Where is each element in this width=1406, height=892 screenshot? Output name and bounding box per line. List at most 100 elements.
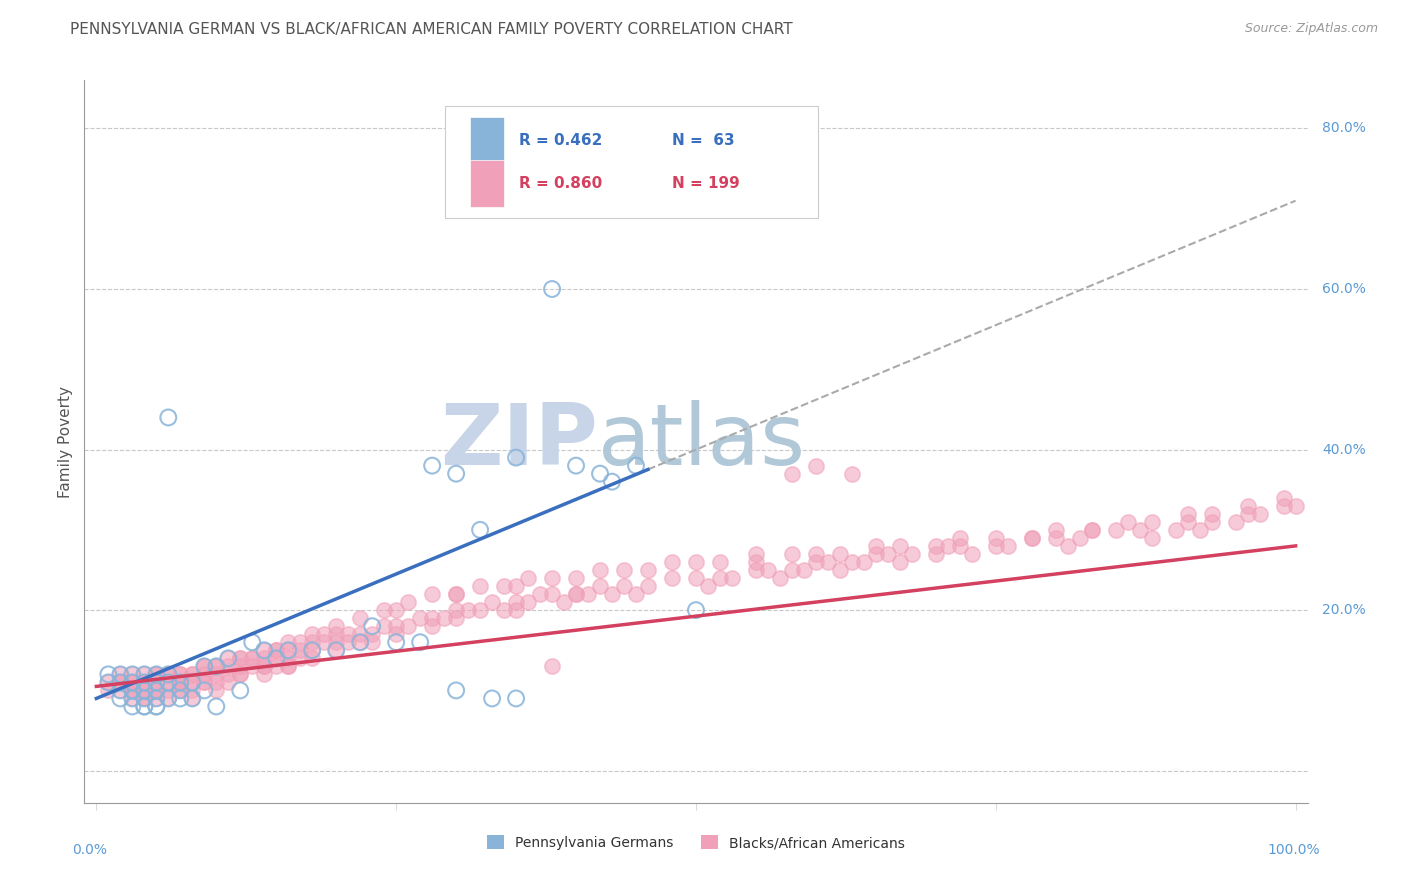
Point	[290, 643, 312, 657]
Point	[637, 579, 659, 593]
Point	[576, 587, 599, 601]
Point	[121, 691, 143, 706]
Point	[253, 651, 276, 665]
Point	[253, 643, 276, 657]
Point	[264, 643, 287, 657]
Point	[229, 659, 252, 673]
Point	[229, 667, 252, 681]
Point	[157, 667, 180, 681]
Point	[217, 667, 239, 681]
Point	[121, 683, 143, 698]
Point	[229, 667, 252, 681]
Text: 0.0%: 0.0%	[72, 843, 107, 856]
Point	[169, 683, 191, 698]
Point	[865, 547, 887, 561]
Point	[169, 667, 191, 681]
Point	[444, 603, 467, 617]
Text: R = 0.462: R = 0.462	[519, 133, 602, 147]
Point	[468, 603, 491, 617]
Point	[889, 555, 911, 569]
Point	[134, 675, 156, 690]
Point	[349, 635, 371, 649]
Point	[1140, 531, 1163, 545]
Point	[385, 627, 408, 641]
Point	[420, 619, 443, 633]
Point	[181, 675, 204, 690]
Point	[494, 603, 516, 617]
Point	[541, 587, 564, 601]
Point	[505, 595, 527, 609]
Point	[685, 555, 707, 569]
Point	[240, 651, 263, 665]
Point	[769, 571, 792, 585]
Point	[134, 683, 156, 698]
Point	[193, 659, 215, 673]
Point	[121, 675, 143, 690]
Point	[541, 282, 564, 296]
Point	[193, 683, 215, 698]
Point	[697, 579, 720, 593]
Point	[121, 691, 143, 706]
Point	[1056, 539, 1078, 553]
Point	[409, 635, 432, 649]
Point	[420, 611, 443, 625]
Point	[565, 587, 588, 601]
Point	[134, 683, 156, 698]
Point	[169, 675, 191, 690]
Point	[110, 675, 132, 690]
Point	[277, 659, 299, 673]
Point	[229, 651, 252, 665]
Point	[110, 667, 132, 681]
Text: PENNSYLVANIA GERMAN VS BLACK/AFRICAN AMERICAN FAMILY POVERTY CORRELATION CHART: PENNSYLVANIA GERMAN VS BLACK/AFRICAN AME…	[70, 22, 793, 37]
Point	[468, 579, 491, 593]
Point	[277, 635, 299, 649]
Point	[193, 675, 215, 690]
Point	[134, 667, 156, 681]
Point	[193, 675, 215, 690]
Point	[444, 683, 467, 698]
Point	[193, 667, 215, 681]
Point	[373, 619, 395, 633]
Point	[110, 683, 132, 698]
Point	[110, 675, 132, 690]
Point	[240, 651, 263, 665]
Point	[121, 683, 143, 698]
Point	[301, 643, 323, 657]
Point	[97, 667, 120, 681]
Point	[1140, 515, 1163, 529]
Point	[517, 571, 540, 585]
Point	[565, 458, 588, 473]
Point	[1225, 515, 1247, 529]
Point	[396, 619, 419, 633]
Point	[181, 667, 204, 681]
Point	[301, 651, 323, 665]
Point	[889, 539, 911, 553]
Point	[145, 683, 167, 698]
Point	[157, 691, 180, 706]
Point	[277, 643, 299, 657]
Point	[804, 555, 827, 569]
Point	[396, 595, 419, 609]
Point	[205, 659, 228, 673]
Point	[624, 458, 647, 473]
Point	[181, 683, 204, 698]
Point	[481, 691, 503, 706]
Point	[157, 667, 180, 681]
Point	[1201, 515, 1223, 529]
Point	[385, 619, 408, 633]
Point	[997, 539, 1019, 553]
Point	[936, 539, 959, 553]
Point	[1249, 507, 1271, 521]
Point	[181, 675, 204, 690]
Point	[841, 467, 863, 481]
Point	[481, 595, 503, 609]
Point	[661, 555, 683, 569]
Point	[181, 691, 204, 706]
Point	[134, 667, 156, 681]
Point	[290, 635, 312, 649]
Point	[876, 547, 898, 561]
Point	[253, 659, 276, 673]
Point	[925, 539, 948, 553]
Point	[589, 579, 612, 593]
Point	[205, 667, 228, 681]
